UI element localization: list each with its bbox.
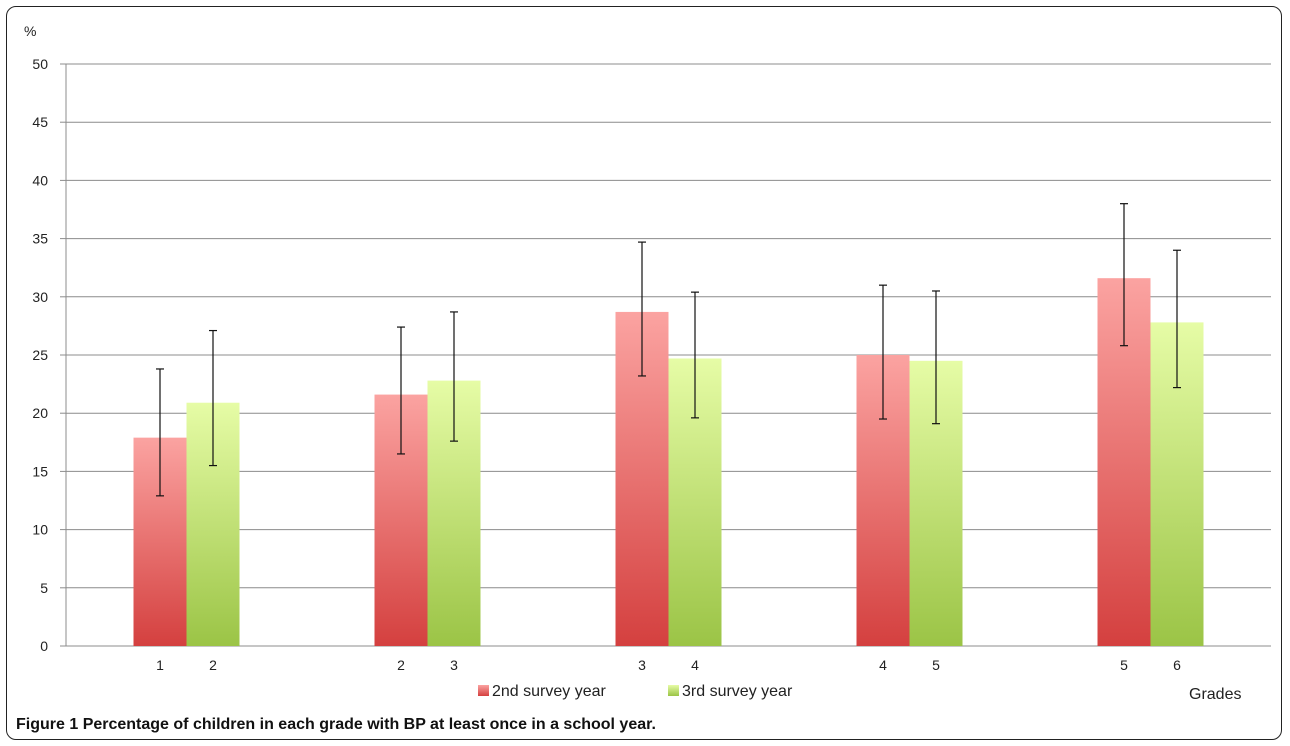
y-tick-label-40: 40: [32, 172, 48, 188]
y-tick-label-30: 30: [32, 289, 48, 305]
legend-label-3rd-survey-year: 3rd survey year: [682, 683, 793, 700]
caption-text: Percentage of children in each grade wit…: [82, 716, 656, 733]
x-tick-label-3rd-survey-4: 5: [932, 657, 940, 673]
y-tick-label-35: 35: [32, 231, 48, 247]
figure-caption: Figure 1 Percentage of children in each …: [16, 716, 656, 734]
x-tick-label-3rd-survey-1: 2: [209, 657, 217, 673]
y-tick-label-45: 45: [32, 114, 48, 130]
x-axis-title: Grades: [1189, 686, 1241, 703]
legend-swatch-2nd-survey-year: [478, 685, 489, 696]
y-tick-label-20: 20: [32, 405, 48, 421]
y-axis-unit-label: %: [24, 23, 36, 39]
x-tick-label-2nd-survey-5: 5: [1120, 657, 1128, 673]
y-tick-label-10: 10: [32, 522, 48, 538]
legend-swatch-3rd-survey-year: [668, 685, 679, 696]
x-tick-label-2nd-survey-4: 4: [879, 657, 887, 673]
y-tick-label-5: 5: [40, 580, 48, 596]
y-tick-label-15: 15: [32, 463, 48, 479]
y-tick-label-0: 0: [40, 638, 48, 654]
y-tick-label-50: 50: [32, 56, 48, 72]
legend-label-2nd-survey-year: 2nd survey year: [492, 683, 607, 700]
legend: 2nd survey year 3rd survey year: [478, 683, 793, 700]
x-tick-label-3rd-survey-3: 4: [691, 657, 699, 673]
y-tick-label-25: 25: [32, 347, 48, 363]
x-tick-label-3rd-survey-5: 6: [1173, 657, 1181, 673]
x-tick-label-2nd-survey-3: 3: [638, 657, 646, 673]
x-tick-label-2nd-survey-2: 2: [397, 657, 405, 673]
x-tick-label-2nd-survey-1: 1: [156, 657, 164, 673]
figure-label: Figure 1: [16, 716, 79, 733]
x-tick-label-3rd-survey-2: 3: [450, 657, 458, 673]
